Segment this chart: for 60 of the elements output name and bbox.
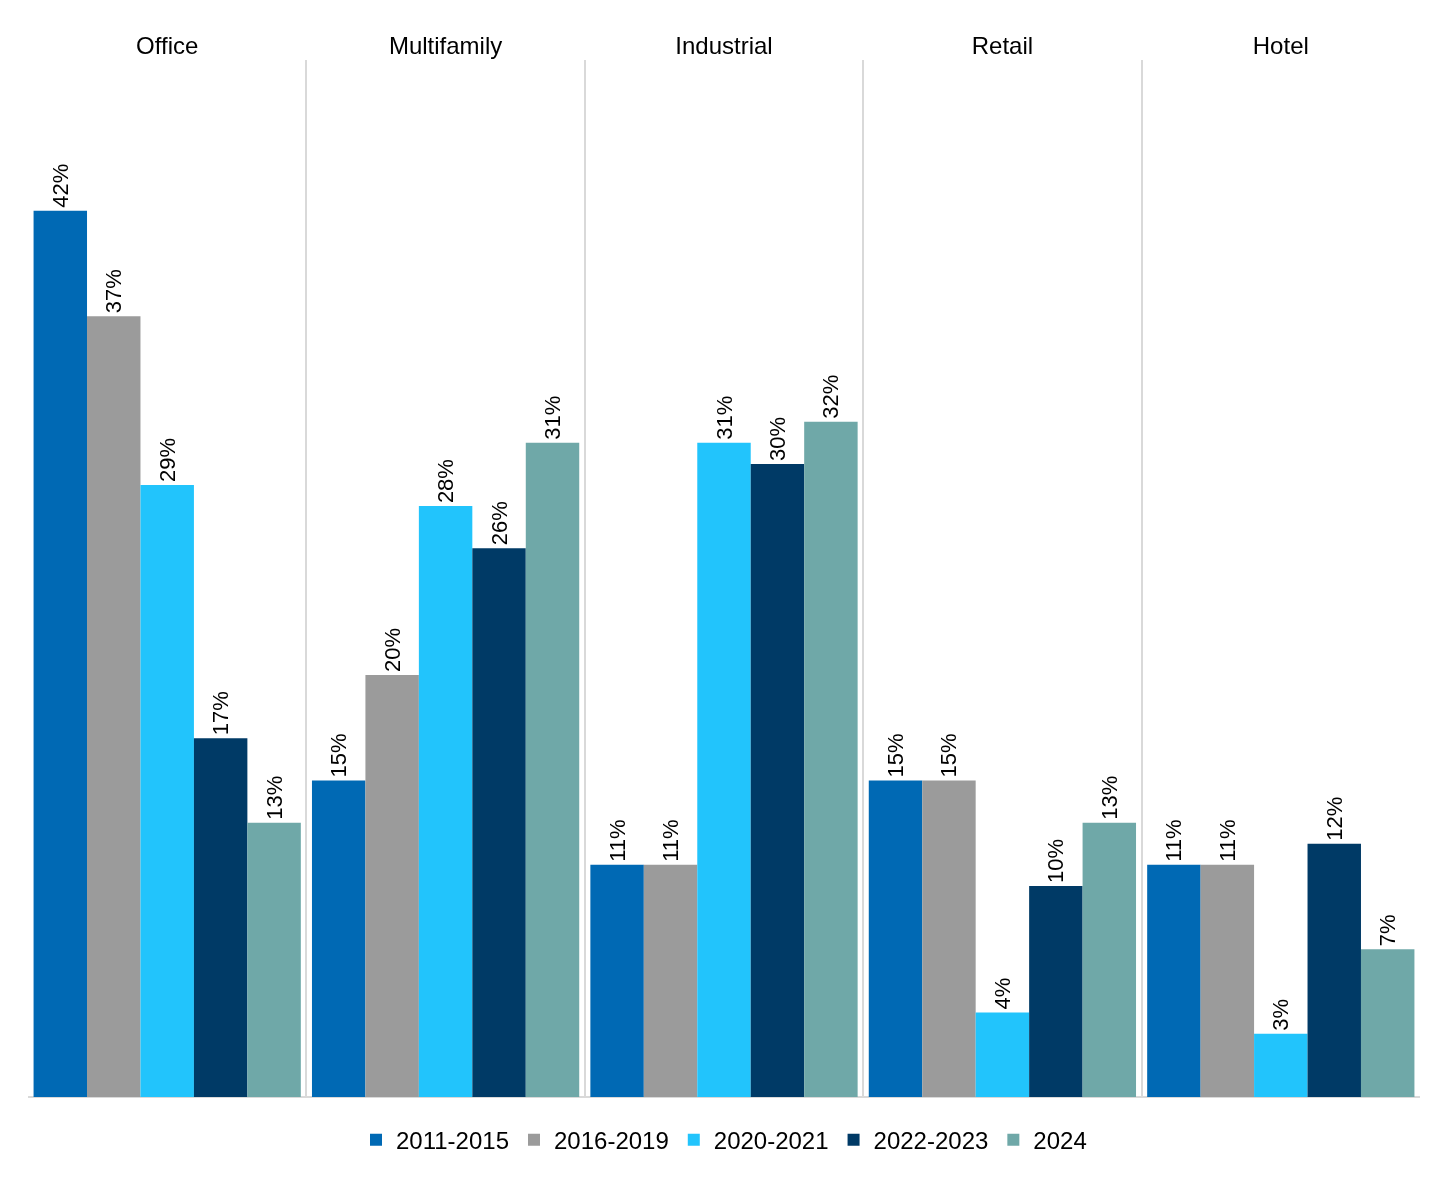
data-label: 30%	[764, 416, 790, 461]
bar	[1360, 949, 1415, 1097]
legend-label: 2020-2021	[713, 1127, 829, 1155]
data-label: 31%	[711, 395, 737, 440]
data-label: 28%	[433, 459, 459, 504]
data-label: 11%	[604, 819, 630, 862]
data-label: 20%	[379, 627, 405, 672]
x-tick-label: Hotel	[1252, 32, 1309, 60]
bar	[525, 442, 580, 1097]
data-label: 37%	[101, 269, 127, 314]
bar	[365, 674, 419, 1097]
bar	[140, 485, 194, 1097]
bar	[1200, 864, 1255, 1097]
bar	[418, 506, 473, 1097]
bar	[868, 780, 923, 1097]
bar	[590, 864, 644, 1097]
bar	[1147, 864, 1201, 1097]
bar	[643, 864, 698, 1097]
bar	[193, 738, 248, 1097]
data-label: 17%	[208, 691, 234, 736]
data-label: 7%	[1375, 914, 1401, 947]
bar	[247, 822, 301, 1097]
data-label: 42%	[47, 163, 73, 208]
data-label: 13%	[1096, 775, 1122, 820]
data-label: 11%	[1214, 819, 1240, 862]
bar	[975, 1012, 1030, 1097]
bar	[1082, 822, 1137, 1097]
x-tick-label: Multifamily	[388, 32, 503, 60]
x-tick-label: Office	[136, 32, 199, 60]
bar	[472, 548, 526, 1097]
data-label: 11%	[658, 819, 684, 862]
legend-label: 2016-2019	[554, 1127, 669, 1155]
data-label: 15%	[936, 733, 962, 778]
x-tick-label: Industrial	[675, 32, 773, 60]
bar	[697, 442, 751, 1097]
data-label: 15%	[882, 733, 908, 778]
x-tick-label: Retail	[971, 32, 1034, 60]
data-label: 31%	[540, 395, 566, 440]
data-label: 12%	[1321, 796, 1347, 841]
bar	[750, 463, 805, 1097]
data-label: 11%	[1161, 819, 1187, 862]
data-label: 4%	[989, 977, 1015, 1010]
data-label: 15%	[326, 733, 352, 778]
bar	[311, 780, 366, 1097]
legend-label: 2022-2023	[873, 1127, 989, 1155]
bar	[87, 316, 141, 1097]
bar	[1307, 843, 1361, 1097]
bar	[33, 210, 88, 1097]
legend-label: 2024	[1033, 1127, 1087, 1155]
data-label: 29%	[154, 437, 180, 483]
bar	[804, 421, 858, 1097]
data-label: 10%	[1043, 838, 1069, 883]
bar	[1029, 885, 1083, 1097]
data-label: 13%	[261, 775, 287, 820]
bar	[922, 780, 976, 1097]
data-label: 32%	[818, 374, 844, 419]
data-label: 3%	[1268, 998, 1294, 1031]
bar	[1254, 1033, 1308, 1097]
data-label: 26%	[486, 501, 512, 546]
legend-label: 2011-2015	[396, 1127, 509, 1155]
